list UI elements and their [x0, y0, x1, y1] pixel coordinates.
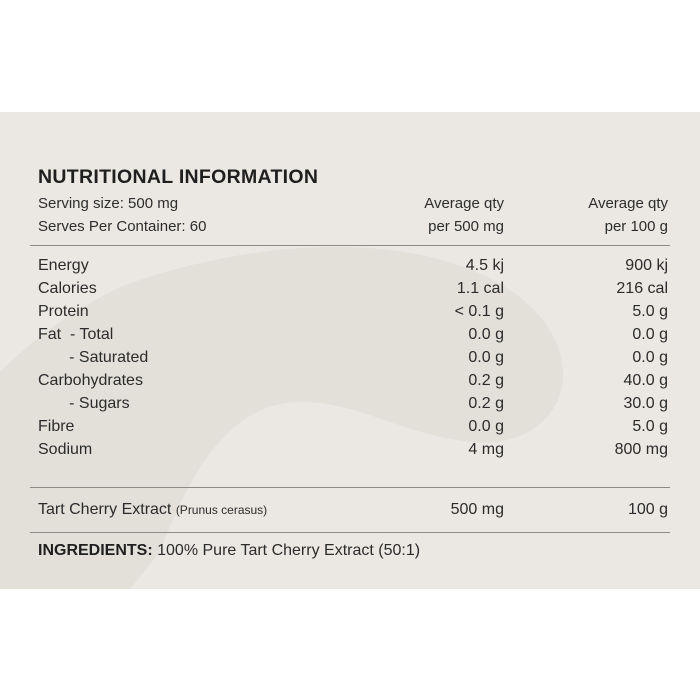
serves-per-container: Serves Per Container: 60	[38, 218, 207, 235]
table-row: Calories 1.1 cal 216 cal	[0, 280, 700, 303]
table-row: Protein < 0.1 g 5.0 g	[0, 303, 700, 326]
row-per-serving: 0.0 g	[468, 326, 504, 343]
row-per-100g: 30.0 g	[623, 395, 668, 412]
divider	[30, 487, 670, 488]
row-per-100g: 900 kj	[625, 257, 668, 274]
row-per-serving: 0.2 g	[468, 372, 504, 389]
table-row: Energy 4.5 kj 900 kj	[0, 257, 700, 280]
table-row: Sodium 4 mg 800 mg	[0, 441, 700, 464]
row-label: Carbohydrates	[38, 372, 143, 389]
row-per-100g: 0.0 g	[632, 326, 668, 343]
divider	[30, 245, 670, 246]
table-row: Fat - Total 0.0 g 0.0 g	[0, 326, 700, 349]
row-label: Protein	[38, 303, 89, 320]
table-row: Carbohydrates 0.2 g 40.0 g	[0, 372, 700, 395]
row-per-100g: 216 cal	[616, 280, 668, 297]
col2-header-line2: per 100 g	[604, 218, 668, 235]
ingredients: INGREDIENTS: 100% Pure Tart Cherry Extra…	[38, 542, 420, 560]
row-label: Energy	[38, 257, 89, 274]
row-per-serving: 0.2 g	[468, 395, 504, 412]
row-per-100g: 0.0 g	[632, 349, 668, 366]
row-per-100g: 40.0 g	[623, 372, 668, 389]
serving-size: Serving size: 500 mg	[38, 195, 179, 212]
row-per-serving: < 0.1 g	[454, 303, 504, 320]
row-per-100g: 5.0 g	[632, 418, 668, 435]
ingredients-label: INGREDIENTS:	[38, 542, 153, 559]
row-per-serving: 4.5 kj	[465, 257, 504, 274]
extract-latin-name: (Prunus cerasus)	[175, 503, 268, 517]
watermark-shape	[0, 246, 564, 589]
col2-header-line1: Average qty	[588, 195, 668, 212]
extract-name: Tart Cherry Extract	[38, 501, 172, 518]
extract-per-100g: 100 g	[627, 501, 668, 518]
extract-row: Tart Cherry Extract (Prunus cerasus) 500…	[0, 501, 700, 525]
ingredients-text: 100% Pure Tart Cherry Extract (50:1)	[157, 542, 421, 559]
col1-header-line2: per 500 mg	[428, 218, 504, 235]
row-per-100g: 5.0 g	[632, 303, 668, 320]
row-label: Calories	[38, 280, 97, 297]
nutrition-panel: NUTRITIONAL INFORMATION Serving size: 50…	[0, 112, 700, 589]
table-row: - Sugars 0.2 g 30.0 g	[0, 395, 700, 418]
divider	[30, 532, 670, 533]
table-row: Fibre 0.0 g 5.0 g	[0, 418, 700, 441]
row-label: Fibre	[38, 418, 75, 435]
extract-per-serving: 500 mg	[450, 501, 504, 518]
panel-title: NUTRITIONAL INFORMATION	[38, 166, 319, 188]
table-row: - Saturated 0.0 g 0.0 g	[0, 349, 700, 372]
row-label: - Sugars	[38, 395, 130, 412]
row-label: - Saturated	[38, 349, 149, 366]
col1-header-line1: Average qty	[424, 195, 504, 212]
row-per-serving: 0.0 g	[468, 349, 504, 366]
row-per-serving: 4 mg	[468, 441, 504, 458]
row-per-serving: 0.0 g	[468, 418, 504, 435]
row-label: Fat - Total	[38, 326, 114, 343]
extract-label: Tart Cherry Extract (Prunus cerasus)	[38, 501, 267, 519]
row-per-100g: 800 mg	[614, 441, 668, 458]
row-per-serving: 1.1 cal	[456, 280, 504, 297]
row-label: Sodium	[38, 441, 93, 458]
